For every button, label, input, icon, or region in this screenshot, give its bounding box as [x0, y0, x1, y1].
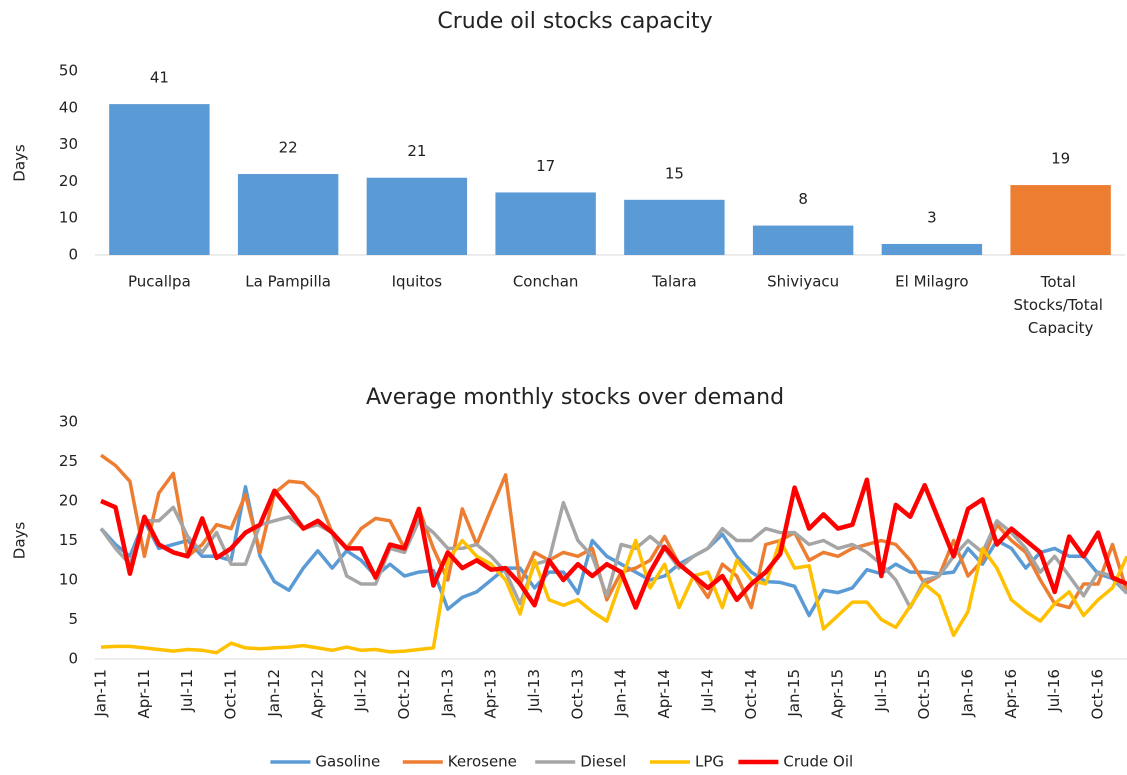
x-tick-label: Jan-12: [265, 669, 283, 718]
legend-label: Crude Oil: [783, 753, 853, 771]
bar: [366, 177, 468, 255]
x-tick-label: Jan-15: [785, 669, 803, 718]
y-tick-label: 5: [68, 610, 78, 628]
bar: [624, 199, 725, 255]
bar: [495, 192, 596, 255]
y-tick-label: 10: [59, 571, 78, 589]
y-tick-label: 0: [68, 650, 78, 668]
x-tick-label: Oct-14: [742, 669, 760, 719]
bar: [109, 104, 210, 256]
y-tick-label: 40: [59, 98, 78, 116]
x-tick-label: Jan-11: [92, 669, 110, 718]
legend-label: Diesel: [580, 753, 626, 771]
x-tick-label: Oct-13: [568, 669, 586, 719]
x-tick-label: Jul-15: [872, 669, 890, 713]
y-axis-label: Days: [11, 144, 29, 182]
chart-title: Average monthly stocks over demand: [366, 385, 784, 410]
data-label: 17: [536, 157, 555, 175]
x-tick-label: Jan-16: [959, 669, 977, 718]
x-tick-label: Jul-14: [698, 669, 716, 713]
y-tick-label: 30: [59, 135, 78, 153]
series-line: [100, 477, 1127, 610]
legend-label: LPG: [695, 753, 724, 771]
y-tick-label: 20: [59, 492, 78, 510]
data-label: 41: [150, 69, 169, 87]
x-tick-label: La Pampilla: [245, 273, 331, 291]
bar: [237, 174, 339, 255]
legend-label: Kerosene: [448, 753, 517, 771]
x-tick-label: Conchan: [513, 273, 579, 291]
x-tick-label: Apr-16: [1002, 669, 1020, 719]
x-tick-label: Jan-14: [612, 669, 630, 718]
data-label: 3: [927, 208, 937, 226]
y-tick-label: 20: [59, 172, 78, 190]
bar: [752, 225, 854, 255]
x-tick-label: Jul-16: [1045, 669, 1063, 713]
x-tick-label: Jan-13: [438, 669, 456, 718]
x-tick-label: Apr-12: [308, 669, 326, 719]
data-label: 19: [1051, 150, 1070, 168]
x-tick-label: Jul-11: [178, 669, 196, 713]
x-tick-label: Pucallpa: [128, 273, 191, 291]
y-tick-label: 30: [59, 413, 78, 431]
x-tick-label: Apr-14: [655, 669, 673, 719]
data-label: 21: [407, 142, 426, 160]
x-tick-label: Talara: [651, 273, 697, 291]
x-tick-label: Total Stocks/Total Capacity: [1014, 273, 1108, 337]
x-tick-label: Iquitos: [392, 273, 443, 291]
data-label: 15: [665, 164, 684, 182]
x-tick-label: El Milagro: [895, 273, 968, 291]
x-tick-label: Oct-15: [915, 669, 933, 719]
data-label: 8: [798, 190, 808, 208]
x-tick-label: Apr-11: [135, 669, 153, 719]
y-tick-label: 10: [59, 209, 78, 227]
x-tick-label: Oct-11: [222, 669, 240, 719]
y-tick-label: 15: [59, 531, 78, 549]
bar: [881, 243, 983, 255]
x-tick-label: Shiviyacu: [767, 273, 839, 291]
legend-label: Gasoline: [315, 753, 380, 771]
x-tick-label: Jul-13: [525, 669, 543, 713]
x-tick-label: Jul-12: [352, 669, 370, 713]
x-tick-label: Apr-15: [828, 669, 846, 719]
bar: [1010, 185, 1111, 255]
series-line: [100, 538, 1127, 655]
x-tick-label: Oct-16: [1089, 669, 1107, 719]
x-tick-label: Apr-13: [482, 669, 500, 719]
y-tick-label: 0: [68, 246, 78, 264]
y-tick-label: 50: [59, 62, 78, 80]
series-line: [99, 485, 1127, 618]
data-label: 22: [279, 139, 298, 157]
chart-title: Crude oil stocks capacity: [437, 9, 712, 34]
y-axis-label: Days: [11, 522, 29, 560]
y-tick-label: 25: [59, 452, 78, 470]
x-tick-label: Oct-12: [395, 669, 413, 719]
